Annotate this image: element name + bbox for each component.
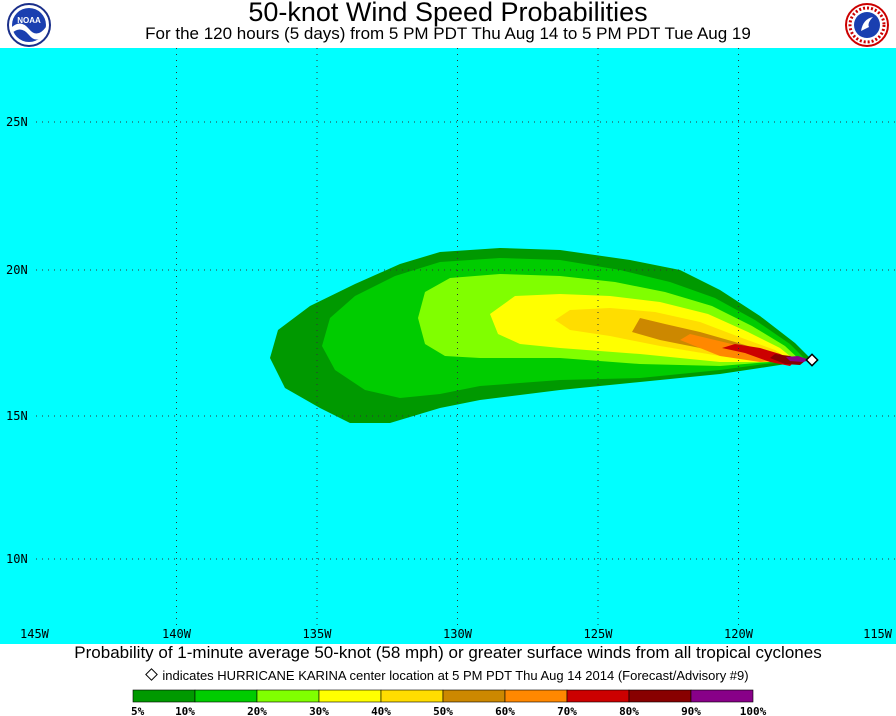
longitude-label: 130W	[443, 627, 473, 641]
legend-swatch	[504, 689, 568, 703]
legend-label: 90%	[681, 705, 701, 716]
grid-lines	[36, 48, 896, 628]
legend-swatch	[132, 689, 196, 703]
storm-center-icon	[145, 668, 159, 681]
page-title: 50-knot Wind Speed Probabilities	[248, 0, 648, 27]
latitude-labels: 25N 20N 15N 10N	[6, 115, 28, 566]
storm-center-marker	[805, 353, 819, 367]
legend-swatch	[628, 689, 692, 703]
latitude-label: 25N	[6, 115, 28, 129]
legend-swatch	[194, 689, 258, 703]
legend-label: 30%	[309, 705, 329, 716]
legend-label: 70%	[557, 705, 577, 716]
contour-90-percent	[786, 356, 810, 362]
longitude-label: 135W	[303, 627, 333, 641]
contour-80-percent	[770, 354, 805, 365]
longitude-label: 145W	[20, 627, 50, 641]
probability-map: 25N 20N 15N 10N 145W 140W 135W 130W 125W 120W 115…	[0, 48, 896, 644]
latitude-label: 10N	[6, 552, 28, 566]
svg-text:NOAA: NOAA	[17, 16, 41, 25]
longitude-label: 120W	[724, 627, 754, 641]
legend-swatch	[380, 689, 444, 703]
storm-center-diamond	[805, 353, 819, 367]
longitude-label: 115W	[863, 627, 893, 641]
legend-label: 100%	[740, 705, 767, 716]
probability-legend: 5% 10% 20% 30% 40% 50% 60% 70% 80% 90% 100%	[131, 689, 767, 716]
marker-note-text: indicates HURRICANE KARINA center locati…	[162, 668, 749, 683]
legend-label: 40%	[371, 705, 391, 716]
legend-swatch	[256, 689, 320, 703]
legend-swatch	[442, 689, 506, 703]
marker-note: indicates HURRICANE KARINA center locati…	[0, 667, 896, 685]
longitude-label: 140W	[162, 627, 192, 641]
page-subtitle: For the 120 hours (5 days) from 5 PM PDT…	[145, 24, 751, 43]
longitude-labels: 145W 140W 135W 130W 125W 120W 115W	[20, 627, 893, 641]
latitude-label: 20N	[6, 263, 28, 277]
probability-description: Probability of 1-minute average 50-knot …	[74, 643, 822, 662]
legend-label: 5%	[131, 705, 145, 716]
legend-swatch	[318, 689, 382, 703]
legend-label: 20%	[247, 705, 267, 716]
legend-label: 50%	[433, 705, 453, 716]
noaa-logo: NOAA	[7, 3, 51, 47]
legend-swatch	[566, 689, 630, 703]
national-weather-service-logo	[845, 3, 889, 47]
longitude-label: 125W	[584, 627, 614, 641]
legend-label: 10%	[175, 705, 195, 716]
legend-label: 60%	[495, 705, 515, 716]
latitude-label: 15N	[6, 409, 28, 423]
legend-swatch	[690, 689, 754, 703]
legend-label: 80%	[619, 705, 639, 716]
